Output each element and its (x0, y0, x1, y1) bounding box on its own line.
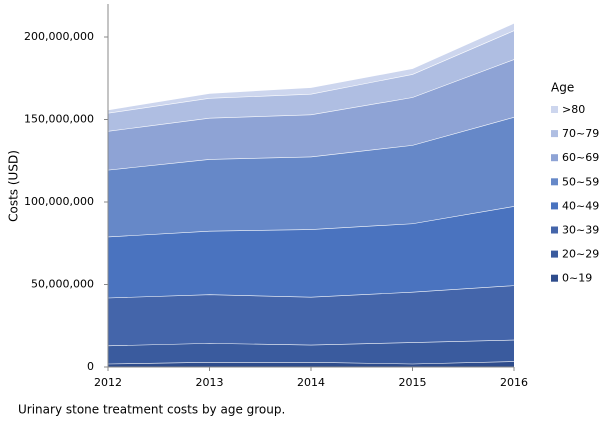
caption: Urinary stone treatment costs by age gro… (18, 403, 285, 417)
legend-label: 0~19 (562, 272, 592, 285)
y-tick-label: 0 (87, 360, 94, 373)
legend-label: 50~59 (562, 175, 599, 188)
area (108, 30, 514, 132)
y-tick-label: 100,000,000 (24, 195, 94, 208)
legend-swatch (551, 202, 558, 210)
area (108, 117, 514, 237)
area (108, 22, 514, 113)
legend-swatch (551, 226, 558, 234)
legend-swatch (551, 106, 558, 113)
x-tick-label: 2016 (500, 376, 528, 389)
legend-label: 60~69 (562, 151, 599, 164)
y-tick-label: 200,000,000 (24, 30, 94, 43)
area-edge (107, 22, 515, 111)
legend-label: 20~29 (562, 248, 599, 261)
x-tick-label: 2014 (297, 376, 325, 389)
area (108, 361, 514, 367)
area (108, 206, 514, 298)
legend-label: 30~39 (562, 224, 599, 237)
y-tick-label: 50,000,000 (31, 278, 94, 291)
legend-swatch (551, 130, 558, 138)
legend-label: 40~49 (562, 199, 599, 212)
legend-swatch (551, 274, 558, 282)
x-tick-label: 2015 (399, 376, 427, 389)
x-tick-label: 2013 (196, 376, 224, 389)
legend-swatch (551, 178, 558, 186)
legend-label: >80 (562, 103, 585, 116)
legend-label: 70~79 (562, 127, 599, 140)
area (108, 339, 514, 364)
area (108, 285, 514, 346)
legend-swatch (551, 250, 558, 258)
legend-swatch (551, 154, 558, 162)
x-tick-label: 2012 (94, 376, 122, 389)
legend-title: Age (551, 81, 574, 95)
y-tick-label: 150,000,000 (24, 113, 94, 126)
y-axis-label: Costs (USD) (7, 150, 21, 222)
